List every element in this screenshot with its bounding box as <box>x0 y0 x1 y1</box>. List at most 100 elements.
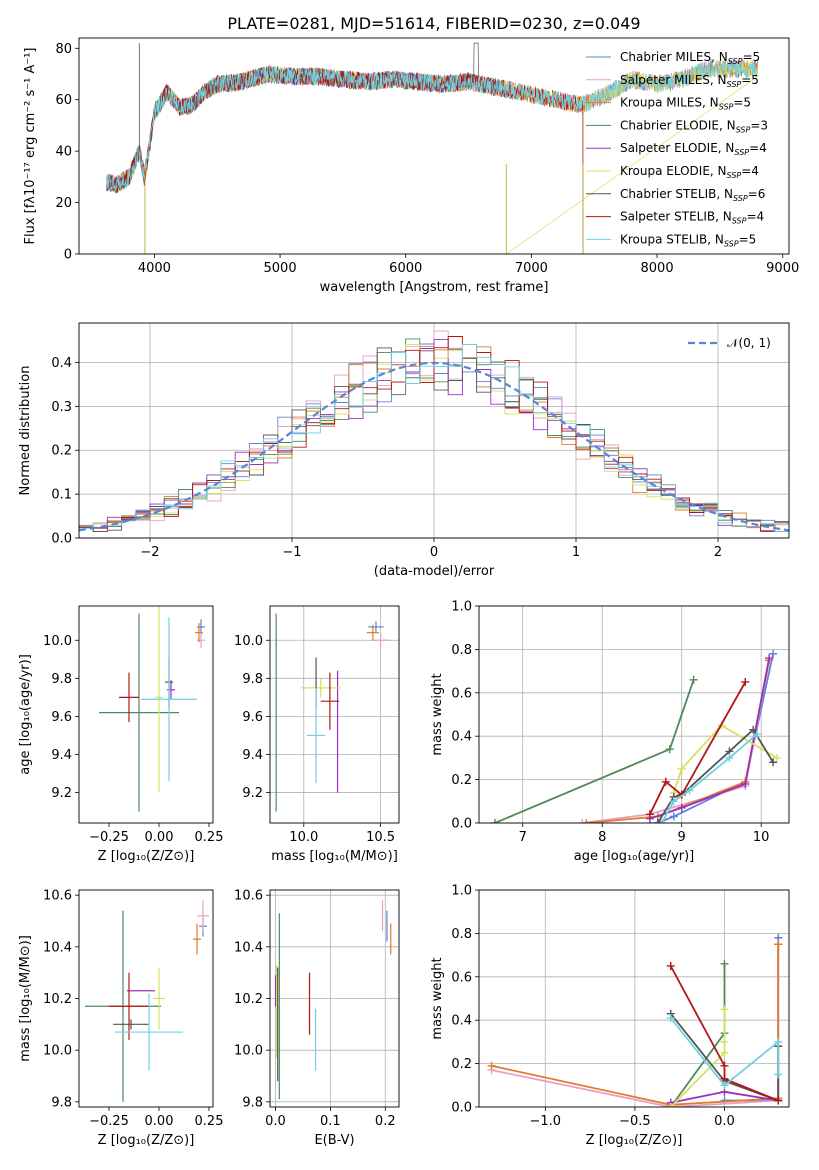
x-tick-label: 0.25 <box>195 1114 224 1129</box>
x-tick-label: 0.0 <box>265 1114 286 1129</box>
panel-age_vs_mass: 10.0 10.5 9.2 9.4 9.6 9.8 10.0 mass [log₁₀(M/M⊙… <box>234 605 400 864</box>
y-axis-label: mass weight <box>430 957 445 1039</box>
spectrum-line <box>106 67 584 254</box>
y-tick-label: 0.4 <box>451 730 472 745</box>
weight-marker <box>720 1081 729 1090</box>
errorbar-point <box>155 606 163 793</box>
x-tick-label: 9000 <box>766 261 799 276</box>
y-tick-label: 9.4 <box>51 748 72 763</box>
axes-frame <box>269 889 400 1108</box>
weight-line <box>649 681 747 815</box>
weight-marker <box>769 758 778 767</box>
y-tick-label: 9.2 <box>51 786 72 801</box>
x-tick-label: 9 <box>678 830 686 845</box>
y-tick-label: 10.2 <box>234 992 263 1007</box>
x-tick-label: −0.25 <box>89 830 129 845</box>
weight-marker <box>765 654 774 663</box>
histograms <box>79 330 789 532</box>
weight-marker <box>774 1070 783 1079</box>
y-tick-label: 0 <box>64 248 72 263</box>
weight-marker <box>666 1103 675 1107</box>
weight-marker <box>487 1061 496 1070</box>
histogram-step <box>79 336 789 532</box>
x-axis-label: (data-model)/error <box>374 564 495 579</box>
panel-spectrum: 4000 5000 6000 7000 8000 9000 0 20 40 60 80 wavelen… <box>23 37 799 295</box>
errorbar-point <box>193 923 201 955</box>
x-tick-label: 0.0 <box>714 1114 735 1129</box>
x-tick-label: −2 <box>140 545 159 560</box>
spectra <box>106 42 758 254</box>
weight-marker <box>741 677 750 686</box>
y-tick-label: 1.0 <box>451 600 472 615</box>
panel-age_vs_Z: −0.25 0.00 0.25 9.2 9.4 9.6 9.8 10.0 Z [log₁₀(Z/… <box>18 605 224 864</box>
errorbar-point <box>119 672 139 723</box>
legend-label: Kroupa MILES, NSSP=5 <box>620 96 751 112</box>
y-tick-label: 0.6 <box>451 686 472 701</box>
errorbar-point <box>113 1019 149 1030</box>
x-tick-label: 0.00 <box>145 830 174 845</box>
x-axis-label: wavelength [Angstrom, rest frame] <box>320 280 549 295</box>
y-tick-label: 0.2 <box>451 1057 472 1072</box>
errorbar-point <box>99 613 179 812</box>
x-tick-label: 2 <box>714 545 722 560</box>
errorbar-point <box>109 972 149 1040</box>
y-tick-label: 10.0 <box>43 1044 72 1059</box>
errorbar-point <box>320 672 340 730</box>
x-tick-label: −0.5 <box>619 1114 651 1129</box>
y-tick-label: 0.8 <box>451 643 472 658</box>
panel-massweight_vs_Z: −1.0 −0.5 0.0 0.0 0.2 0.4 0.6 0.8 1.0 Z [log₁₀(Z/… <box>430 884 790 1148</box>
legend-label: Kroupa STELIB, NSSP=5 <box>620 232 756 248</box>
x-axis-label: age [log₁₀(age/yr)] <box>574 849 695 864</box>
y-tick-label: 0.0 <box>451 1101 472 1116</box>
weight-marker <box>753 730 762 739</box>
errorbar-point <box>167 680 175 700</box>
x-tick-label: −1.0 <box>530 1114 562 1129</box>
y-tick-label: 9.8 <box>51 672 72 687</box>
y-axis-label: Flux [fλ10⁻¹⁷ erg cm⁻² s⁻¹ A⁻¹] <box>23 48 38 245</box>
y-tick-label: 9.8 <box>242 672 263 687</box>
spectrum-line <box>106 59 758 193</box>
axes-frame <box>478 889 790 1108</box>
y-tick-label: 10.6 <box>43 889 72 904</box>
x-tick-label: 8000 <box>641 261 674 276</box>
axes-frame <box>78 889 214 1108</box>
y-tick-label: 20 <box>55 196 72 211</box>
y-axis-label: Normed distribution <box>18 366 33 496</box>
y-tick-label: 10.0 <box>43 634 72 649</box>
errorbars <box>99 606 205 812</box>
y-tick-label: 10.2 <box>43 992 72 1007</box>
y-tick-label: 9.2 <box>242 786 263 801</box>
legend-label: Chabrier STELIB, NSSP=6 <box>620 187 765 203</box>
y-tick-label: 0.0 <box>451 817 472 832</box>
weight-marker <box>774 1096 783 1105</box>
y-tick-label: 9.8 <box>242 1095 263 1110</box>
weight-marker <box>657 819 666 823</box>
x-tick-label: 0 <box>430 545 438 560</box>
y-tick-label: 10.0 <box>234 1044 263 1059</box>
panel-massweight_vs_age: 7 8 9 10 0.0 0.2 0.4 0.6 0.8 1.0 age [log₁₀(age/yr… <box>430 600 790 864</box>
weight-marker <box>749 725 758 734</box>
y-tick-label: 10.4 <box>234 940 263 955</box>
y-tick-label: 0.2 <box>451 773 472 788</box>
errorbar-point <box>195 623 203 643</box>
weight-line <box>669 965 779 1102</box>
y-tick-label: 0.2 <box>51 444 72 459</box>
weight-marker <box>677 764 686 773</box>
x-axis-label: Z [log₁₀(Z/Z⊙)] <box>98 849 195 864</box>
weight-marker <box>741 779 750 788</box>
x-tick-label: 0.25 <box>195 830 224 845</box>
x-tick-label: −0.25 <box>89 1114 129 1129</box>
weight-marker <box>677 803 686 812</box>
panel-mass_vs_Z: −0.25 0.00 0.25 9.8 10.0 10.2 10.4 10.6 Z [log₁₀… <box>18 889 223 1148</box>
errorbar-point <box>366 625 380 641</box>
errorbar-point <box>153 967 165 1030</box>
legend-label: 𝒩(0, 1) <box>727 336 771 350</box>
axes-frame <box>78 322 790 539</box>
weight-marker <box>720 1037 729 1046</box>
x-tick-label: 8 <box>598 830 606 845</box>
weight-marker <box>774 940 783 949</box>
x-axis-label: Z [log₁₀(Z/Z⊙)] <box>586 1133 683 1148</box>
weight-marker <box>774 1037 783 1046</box>
x-tick-label: 0.00 <box>145 1114 174 1129</box>
weight-marker <box>685 786 694 795</box>
